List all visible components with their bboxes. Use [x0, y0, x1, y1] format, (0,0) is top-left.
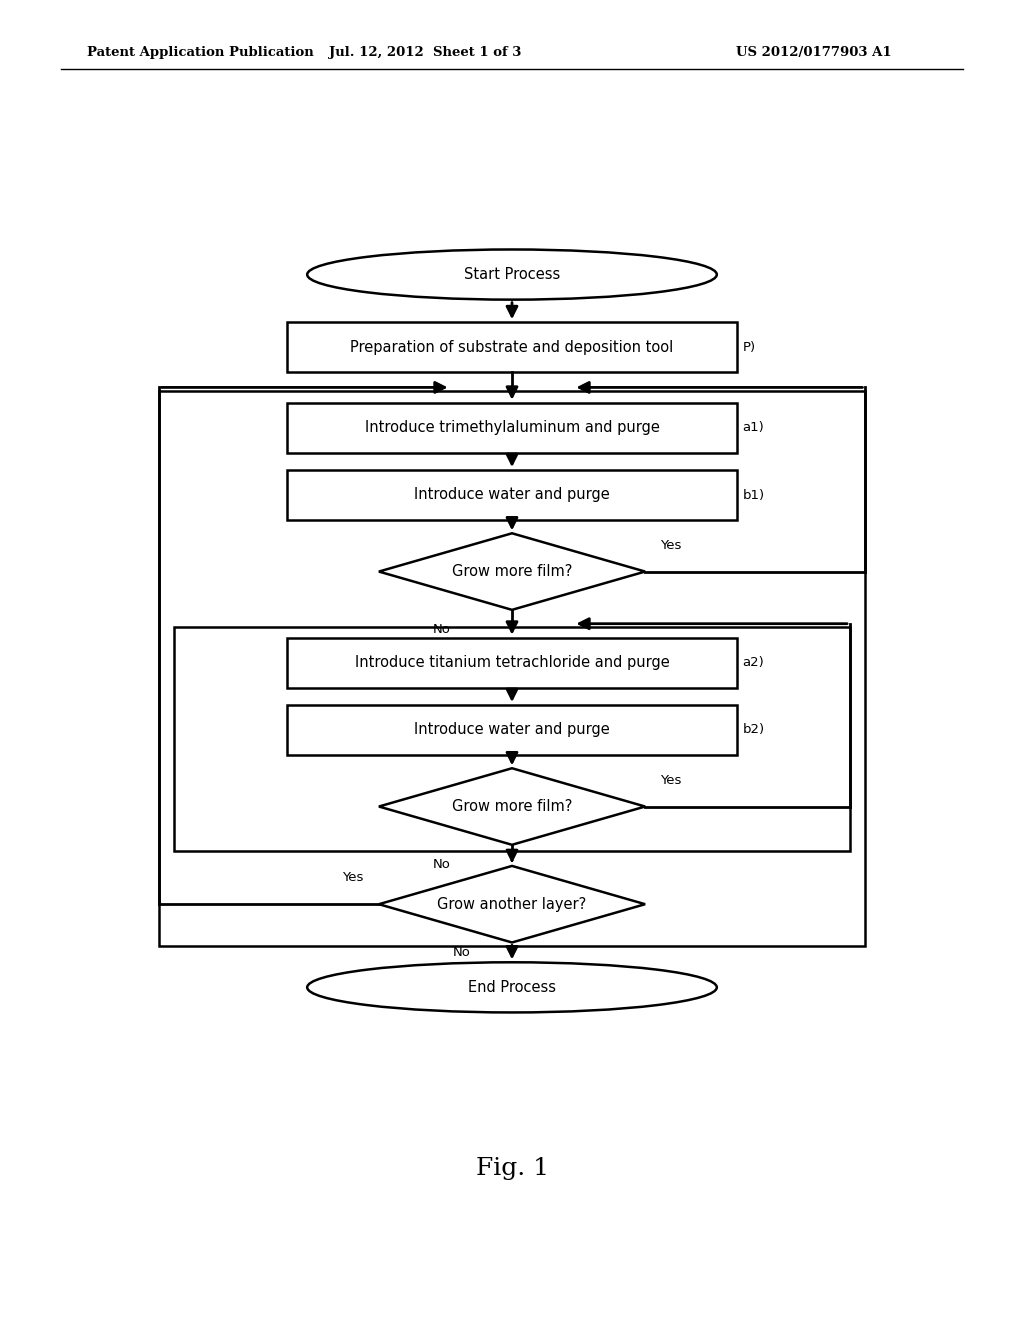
Text: Introduce water and purge: Introduce water and purge	[414, 722, 610, 738]
Text: Grow more film?: Grow more film?	[452, 799, 572, 814]
Bar	[287, 638, 737, 688]
Text: Start Process: Start Process	[464, 267, 560, 282]
Text: No: No	[433, 623, 451, 636]
Text: P): P)	[742, 341, 756, 354]
Text: Yes: Yes	[660, 774, 682, 787]
Text: Jul. 12, 2012  Sheet 1 of 3: Jul. 12, 2012 Sheet 1 of 3	[329, 46, 521, 59]
Text: b1): b1)	[742, 488, 765, 502]
Text: End Process: End Process	[468, 979, 556, 995]
Bar	[174, 627, 850, 851]
Text: Fig. 1: Fig. 1	[475, 1156, 549, 1180]
Text: US 2012/0177903 A1: US 2012/0177903 A1	[736, 46, 892, 59]
Text: a1): a1)	[742, 421, 764, 434]
Bar	[287, 403, 737, 453]
Text: Yes: Yes	[660, 539, 682, 552]
Text: Patent Application Publication: Patent Application Publication	[87, 46, 313, 59]
Text: Preparation of substrate and deposition tool: Preparation of substrate and deposition …	[350, 339, 674, 355]
Text: Introduce water and purge: Introduce water and purge	[414, 487, 610, 503]
Bar	[287, 322, 737, 372]
Text: Grow more film?: Grow more film?	[452, 564, 572, 579]
Bar	[159, 391, 865, 946]
Text: No: No	[454, 946, 471, 958]
Text: Introduce trimethylaluminum and purge: Introduce trimethylaluminum and purge	[365, 420, 659, 436]
Bar	[287, 705, 737, 755]
Text: Introduce titanium tetrachloride and purge: Introduce titanium tetrachloride and pur…	[354, 655, 670, 671]
Text: Yes: Yes	[342, 871, 364, 884]
Text: a2): a2)	[742, 656, 764, 669]
Text: Grow another layer?: Grow another layer?	[437, 896, 587, 912]
Text: b2): b2)	[742, 723, 765, 737]
Bar	[287, 470, 737, 520]
Text: No: No	[433, 858, 451, 871]
